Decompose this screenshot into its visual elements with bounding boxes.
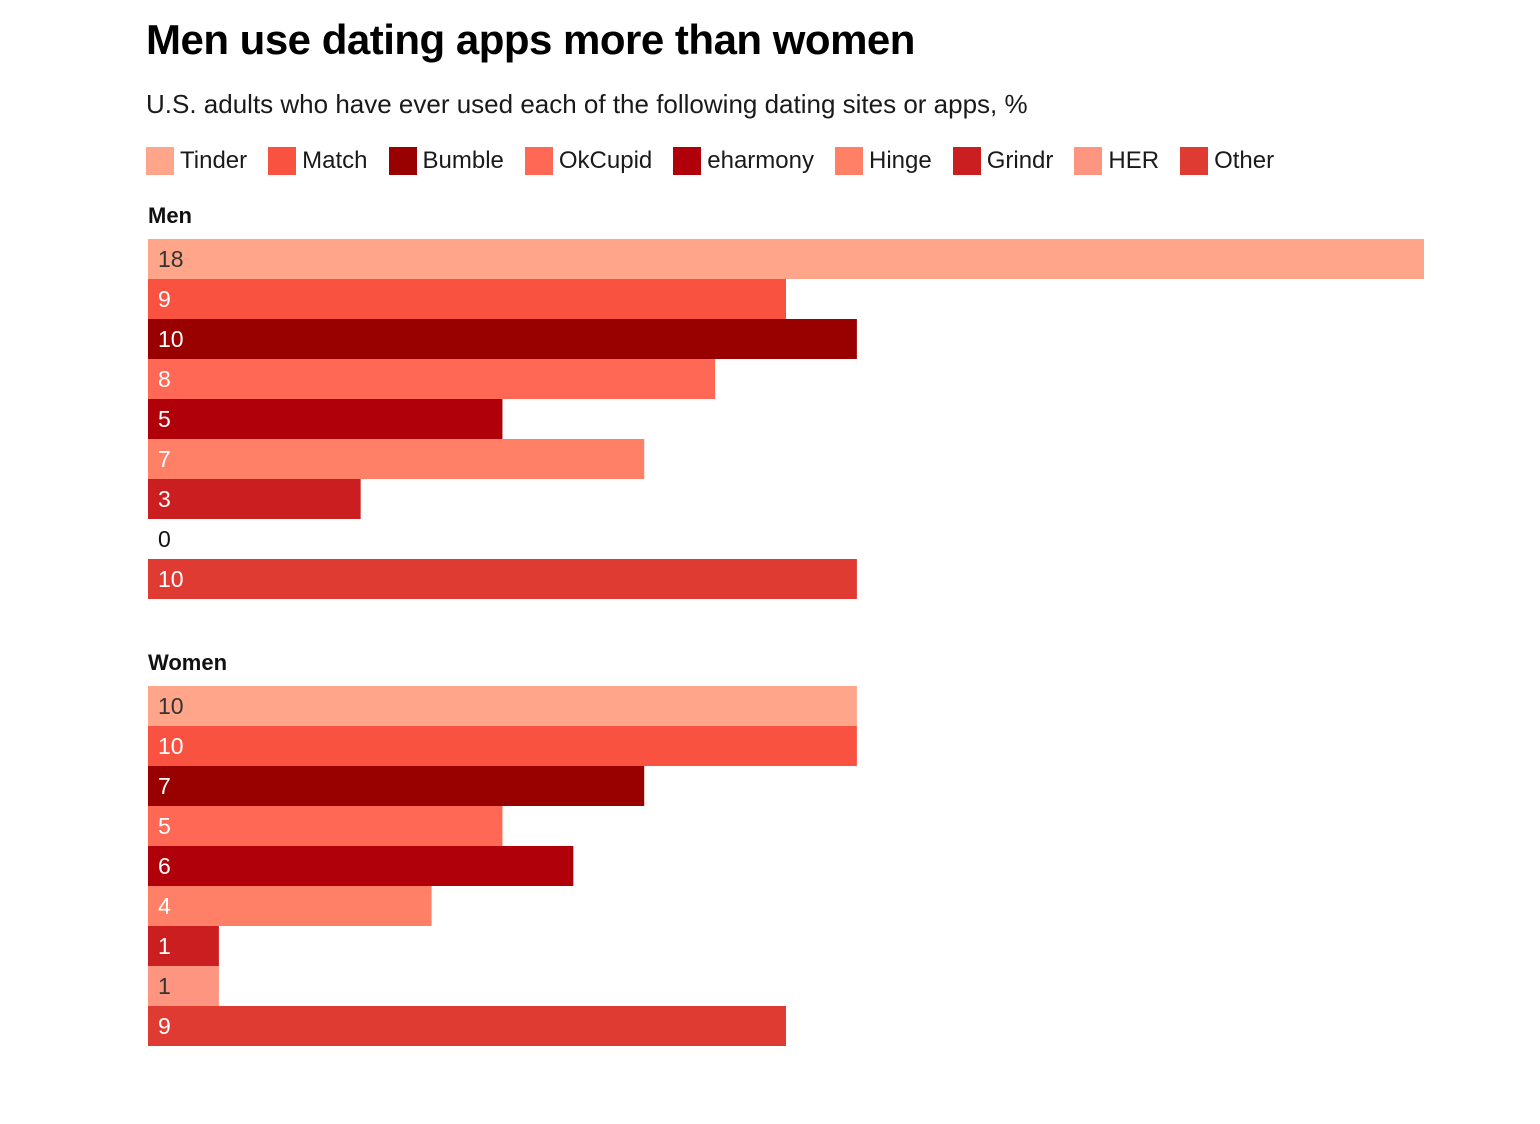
legend-swatch-her — [1074, 147, 1103, 175]
legend-swatch-grindr — [952, 147, 981, 175]
bar-women-grindr — [148, 926, 219, 966]
legend-label-okcupid: OkCupid — [558, 147, 653, 174]
bar-women-match — [148, 726, 857, 766]
legend-label-match: Match — [302, 147, 368, 174]
legend-item-other: Other — [1180, 147, 1274, 175]
bar-label-men-her: 0 — [158, 526, 171, 552]
bar-men-match — [148, 279, 786, 319]
bar-label-men-grindr: 3 — [158, 486, 171, 512]
bar-label-women-eharmony: 6 — [158, 853, 171, 879]
bar-label-women-okcupid: 5 — [158, 813, 171, 839]
legend-item-grindr: Grindr — [952, 147, 1054, 175]
bar-label-women-bumble: 7 — [158, 773, 171, 799]
legend-item-okcupid: OkCupid — [524, 147, 653, 175]
legend-item-bumble: Bumble — [388, 147, 504, 175]
legend-item-her: HER — [1074, 147, 1159, 175]
panel-label-women: Women — [148, 650, 228, 675]
legend-label-tinder: Tinder — [180, 147, 248, 174]
legend-label-hinge: Hinge — [868, 147, 932, 174]
legend-swatch-eharmony — [673, 147, 702, 175]
bar-label-women-other: 9 — [158, 1013, 171, 1039]
bar-label-men-okcupid: 8 — [158, 366, 171, 392]
bar-women-bumble — [148, 766, 645, 806]
legend-item-tinder: Tinder — [146, 147, 247, 175]
bar-men-other — [148, 559, 857, 599]
legend-label-other: Other — [1214, 147, 1275, 174]
chart-title: Men use dating apps more than women — [146, 16, 915, 63]
chart-subtitle: U.S. adults who have ever used each of t… — [146, 89, 1028, 119]
bar-women-other — [148, 1006, 786, 1046]
bar-label-men-eharmony: 5 — [158, 406, 171, 432]
bar-men-eharmony — [148, 399, 503, 439]
panel-label-men: Men — [148, 203, 192, 228]
bar-label-women-hinge: 4 — [158, 893, 171, 919]
legend-swatch-bumble — [388, 147, 417, 175]
bar-label-men-bumble: 10 — [158, 326, 184, 352]
bar-men-bumble — [148, 319, 857, 359]
legend-swatch-tinder — [146, 147, 174, 175]
legend-swatch-okcupid — [524, 147, 553, 175]
legend-item-eharmony: eharmony — [673, 147, 814, 175]
legend-label-eharmony: eharmony — [707, 147, 814, 174]
bar-label-men-other: 10 — [158, 566, 184, 592]
bar-women-hinge — [148, 886, 432, 926]
legend-item-match: Match — [268, 147, 368, 175]
bar-men-okcupid — [148, 359, 716, 399]
legend: Tinder Match Bumble OkCupid eharmony Hinge Gri… — [146, 144, 1295, 178]
legend-label-bumble: Bumble — [422, 147, 504, 174]
bar-men-hinge — [148, 439, 645, 479]
bar-label-men-match: 9 — [158, 286, 171, 312]
bar-label-women-match: 10 — [158, 733, 184, 759]
legend-swatch-other — [1180, 147, 1209, 175]
bar-label-women-tinder: 10 — [158, 693, 184, 719]
bar-label-men-tinder: 18 — [158, 246, 184, 272]
bar-women-her — [148, 966, 219, 1006]
bar-women-tinder — [148, 686, 857, 726]
legend-label-her: HER — [1108, 147, 1160, 174]
legend-swatch-match — [268, 147, 297, 175]
bar-label-men-hinge: 7 — [158, 446, 171, 472]
bar-women-okcupid — [148, 806, 503, 846]
legend-item-hinge: Hinge — [834, 147, 932, 175]
legend-swatch-hinge — [834, 147, 863, 175]
legend-label-grindr: Grindr — [986, 147, 1054, 174]
bar-men-grindr — [148, 479, 361, 519]
bar-men-tinder — [148, 239, 1424, 279]
bar-label-women-grindr: 1 — [158, 933, 171, 959]
bar-label-women-her: 1 — [158, 973, 171, 999]
bar-women-eharmony — [148, 846, 574, 886]
